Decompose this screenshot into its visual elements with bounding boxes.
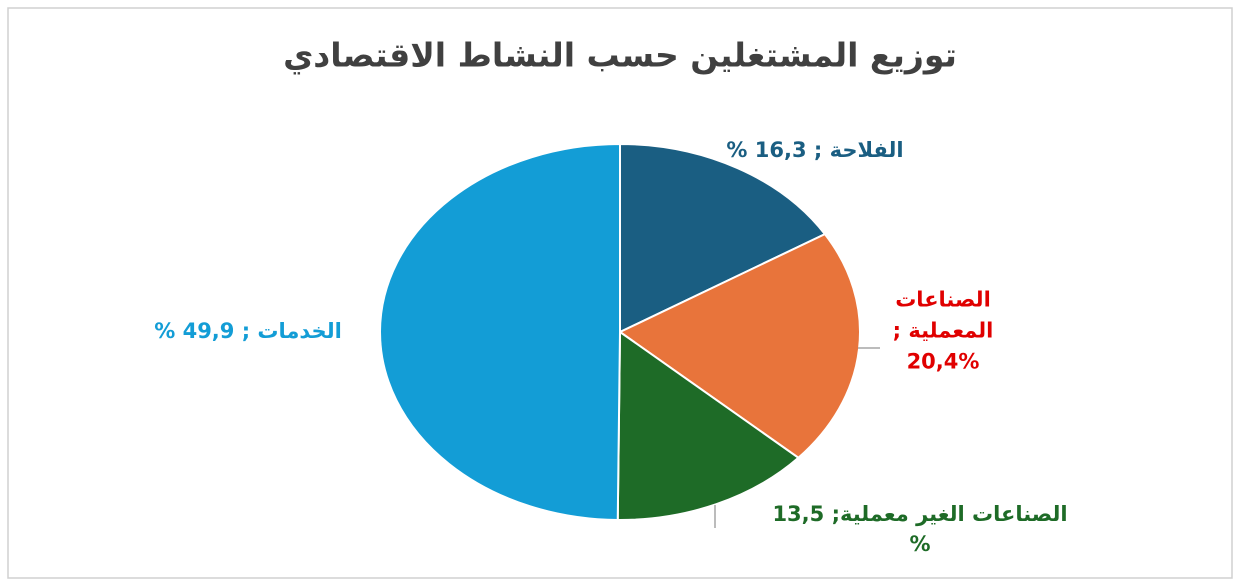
data-label: الصناعات المعملية ; 20,4%	[892, 287, 994, 374]
data-label: الخدمات ; 49,9 %	[154, 319, 342, 343]
data-label: الفلاحة ; 16,3 %	[726, 138, 904, 162]
chart-title: توزيع المشتغلين حسب النشاط الاقتصادي	[283, 35, 957, 75]
pie-slice	[379, 142, 621, 522]
pie-slice	[618, 232, 861, 460]
pie-slice	[619, 142, 827, 334]
data-label: الصناعات الغير معملية; 13,5 %	[772, 502, 1068, 556]
pie	[379, 142, 861, 522]
pie-slice	[616, 330, 801, 521]
